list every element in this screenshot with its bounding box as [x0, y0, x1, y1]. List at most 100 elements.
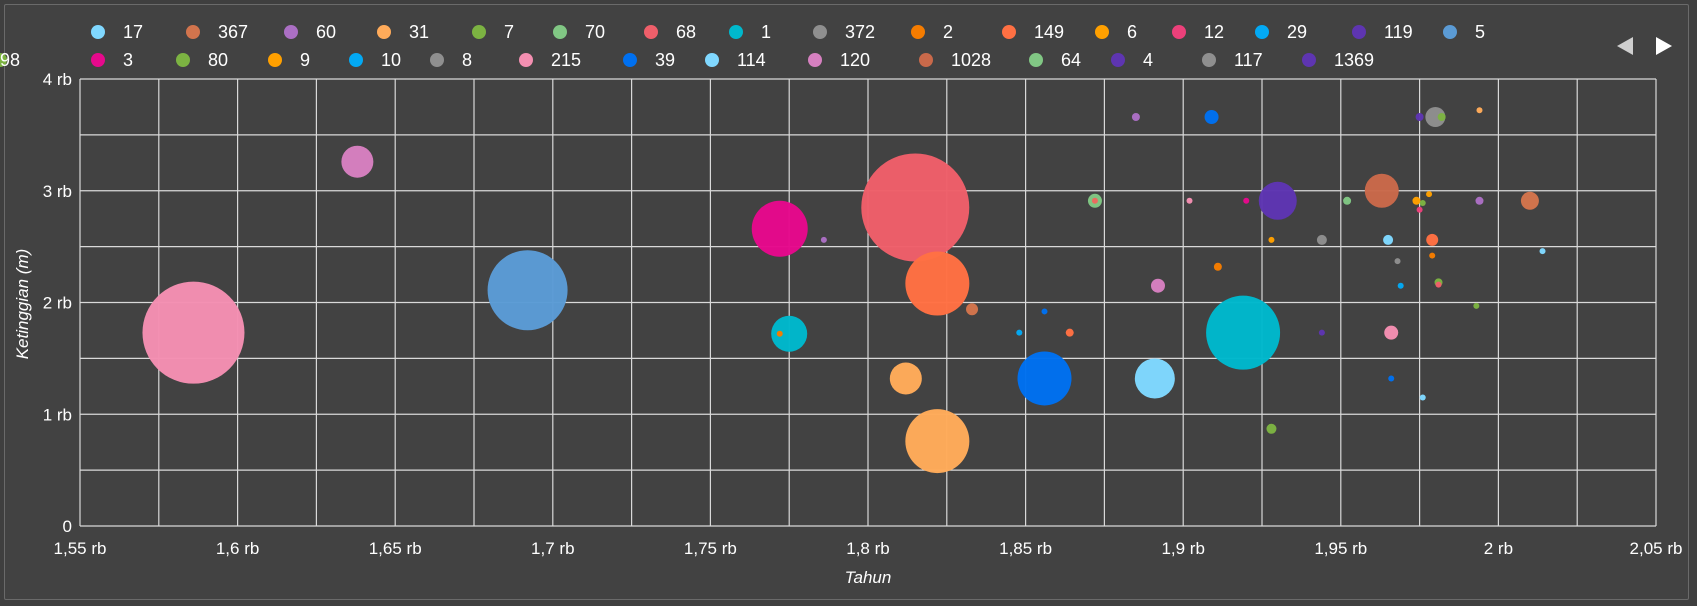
legend-item-70[interactable]: 70	[553, 22, 605, 42]
bubble-series-114[interactable]	[1419, 394, 1426, 401]
legend-item-39[interactable]: 39	[623, 50, 675, 70]
legend-item-12[interactable]: 12	[1172, 22, 1224, 42]
bubble-series-215[interactable]	[1384, 325, 1399, 340]
bubble-series-215[interactable]	[142, 281, 245, 384]
bubble-series-60[interactable]	[1475, 196, 1484, 205]
legend-item-17[interactable]: 17	[91, 22, 143, 42]
bubble-series-372[interactable]	[1394, 258, 1401, 265]
legend-item-119[interactable]: 119	[1352, 22, 1413, 42]
legend-item-9[interactable]: 9	[268, 50, 310, 70]
bubble-series-17[interactable]	[1383, 234, 1394, 245]
bubble-series-6[interactable]	[1268, 236, 1275, 243]
bubble-series-64[interactable]	[1091, 197, 1098, 204]
bubble-series-39[interactable]	[1017, 351, 1072, 406]
legend-item-29[interactable]: 29	[1255, 22, 1307, 42]
bubble-series-29[interactable]	[1397, 282, 1404, 289]
legend-label: 31	[409, 22, 429, 42]
legend-prev-icon[interactable]	[1617, 37, 1633, 55]
bubble-series-60[interactable]	[1131, 112, 1140, 121]
legend-item-2[interactable]: 2	[911, 22, 953, 42]
bubble-series-9[interactable]	[1426, 191, 1433, 198]
bubble-series-31[interactable]	[889, 362, 922, 395]
bubble-series-3[interactable]	[1243, 197, 1250, 204]
bubble-series-367[interactable]	[1520, 191, 1539, 210]
legend-item-4[interactable]: 4	[1111, 50, 1153, 70]
legend-item-367[interactable]: 367	[186, 22, 248, 42]
bubble-series-114[interactable]	[1539, 248, 1546, 255]
legend-item-98[interactable]: 98	[0, 50, 20, 70]
legend-swatch	[176, 53, 190, 67]
bubble-series-120[interactable]	[341, 145, 374, 178]
x-tick-label: 1,9 rb	[1161, 539, 1204, 558]
legend-item-10[interactable]: 10	[349, 50, 401, 70]
bubble-series-31[interactable]	[905, 409, 970, 474]
bubble-series-98[interactable]	[1437, 112, 1446, 121]
bubble-series-31[interactable]	[1476, 107, 1483, 114]
bubble-series-117[interactable]	[1425, 106, 1446, 127]
bubble-series-1028[interactable]	[1364, 173, 1399, 208]
bubble-series-29[interactable]	[1016, 329, 1023, 336]
legend-item-1369[interactable]: 1369	[1302, 50, 1374, 70]
legend-item-80[interactable]: 80	[176, 50, 228, 70]
legend-item-31[interactable]: 31	[377, 22, 429, 42]
y-tick-label: 1 rb	[43, 405, 72, 424]
bubble-series-1[interactable]	[771, 315, 808, 352]
legend-swatch	[808, 53, 822, 67]
legend-label: 12	[1204, 22, 1224, 42]
bubble-series-12[interactable]	[1416, 206, 1423, 213]
legend-item-120[interactable]: 120	[808, 50, 870, 70]
bubble-series-119[interactable]	[1318, 329, 1325, 336]
x-tick-label: 2,05 rb	[1630, 539, 1683, 558]
bubble-series-149[interactable]	[1426, 233, 1439, 246]
bubble-series-1369[interactable]	[1258, 181, 1297, 220]
bubble-series-7[interactable]	[1473, 302, 1480, 309]
bubble-series-80[interactable]	[1419, 200, 1426, 207]
bubble-series-372[interactable]	[1316, 234, 1327, 245]
bubble-series-215[interactable]	[1186, 197, 1193, 204]
bubble-series-114[interactable]	[1134, 358, 1175, 399]
bubble-series-2[interactable]	[1213, 262, 1222, 271]
legend-swatch	[623, 53, 637, 67]
bubble-series-39[interactable]	[1041, 308, 1048, 315]
legend-item-5[interactable]: 5	[1443, 22, 1485, 42]
legend-item-215[interactable]: 215	[519, 50, 581, 70]
bubble-series-68[interactable]	[861, 153, 970, 262]
legend-item-6[interactable]: 6	[1095, 22, 1137, 42]
legend-item-3[interactable]: 3	[91, 50, 133, 70]
bubble-series-3[interactable]	[751, 200, 808, 257]
legend-item-7[interactable]: 7	[472, 22, 514, 42]
bubble-series-4[interactable]	[1415, 112, 1424, 121]
bubble-series-6[interactable]	[1412, 196, 1421, 205]
bubble-series-7[interactable]	[1266, 423, 1277, 434]
bubble-series-149[interactable]	[905, 251, 970, 316]
legend-next-icon[interactable]	[1656, 37, 1672, 55]
legend-item-117[interactable]: 117	[1202, 50, 1263, 70]
bubble-series-2[interactable]	[1429, 252, 1436, 259]
bubble-series-70[interactable]	[1343, 196, 1352, 205]
bubble-series-39[interactable]	[1388, 375, 1395, 382]
bubble-series-2[interactable]	[776, 330, 783, 337]
x-tick-label: 1,55 rb	[54, 539, 107, 558]
legend-item-114[interactable]: 114	[705, 50, 766, 70]
legend-item-60[interactable]: 60	[284, 22, 336, 42]
legend-item-8[interactable]: 8	[430, 50, 472, 70]
legend-item-1[interactable]: 1	[729, 22, 771, 42]
bubble-series-68[interactable]	[1435, 281, 1442, 288]
legend-item-64[interactable]: 64	[1029, 50, 1081, 70]
legend-item-149[interactable]: 149	[1002, 22, 1064, 42]
legend-item-372[interactable]: 372	[813, 22, 875, 42]
legend-item-1028[interactable]: 1028	[919, 50, 991, 70]
legend-label: 1	[761, 22, 771, 42]
bubble-series-60[interactable]	[820, 236, 827, 243]
bubble-series-120[interactable]	[1150, 278, 1165, 293]
bubble-series-10[interactable]	[1204, 109, 1219, 124]
bubble-series-1[interactable]	[1206, 295, 1281, 370]
y-axis-title: Ketinggian (m)	[13, 249, 32, 360]
legend-item-68[interactable]: 68	[644, 22, 696, 42]
legend-label: 98	[0, 50, 20, 70]
legend-label: 9	[300, 50, 310, 70]
bubble-series-149[interactable]	[1065, 328, 1074, 337]
bubble-series-5[interactable]	[487, 250, 568, 331]
bubble-series-367[interactable]	[966, 303, 979, 316]
